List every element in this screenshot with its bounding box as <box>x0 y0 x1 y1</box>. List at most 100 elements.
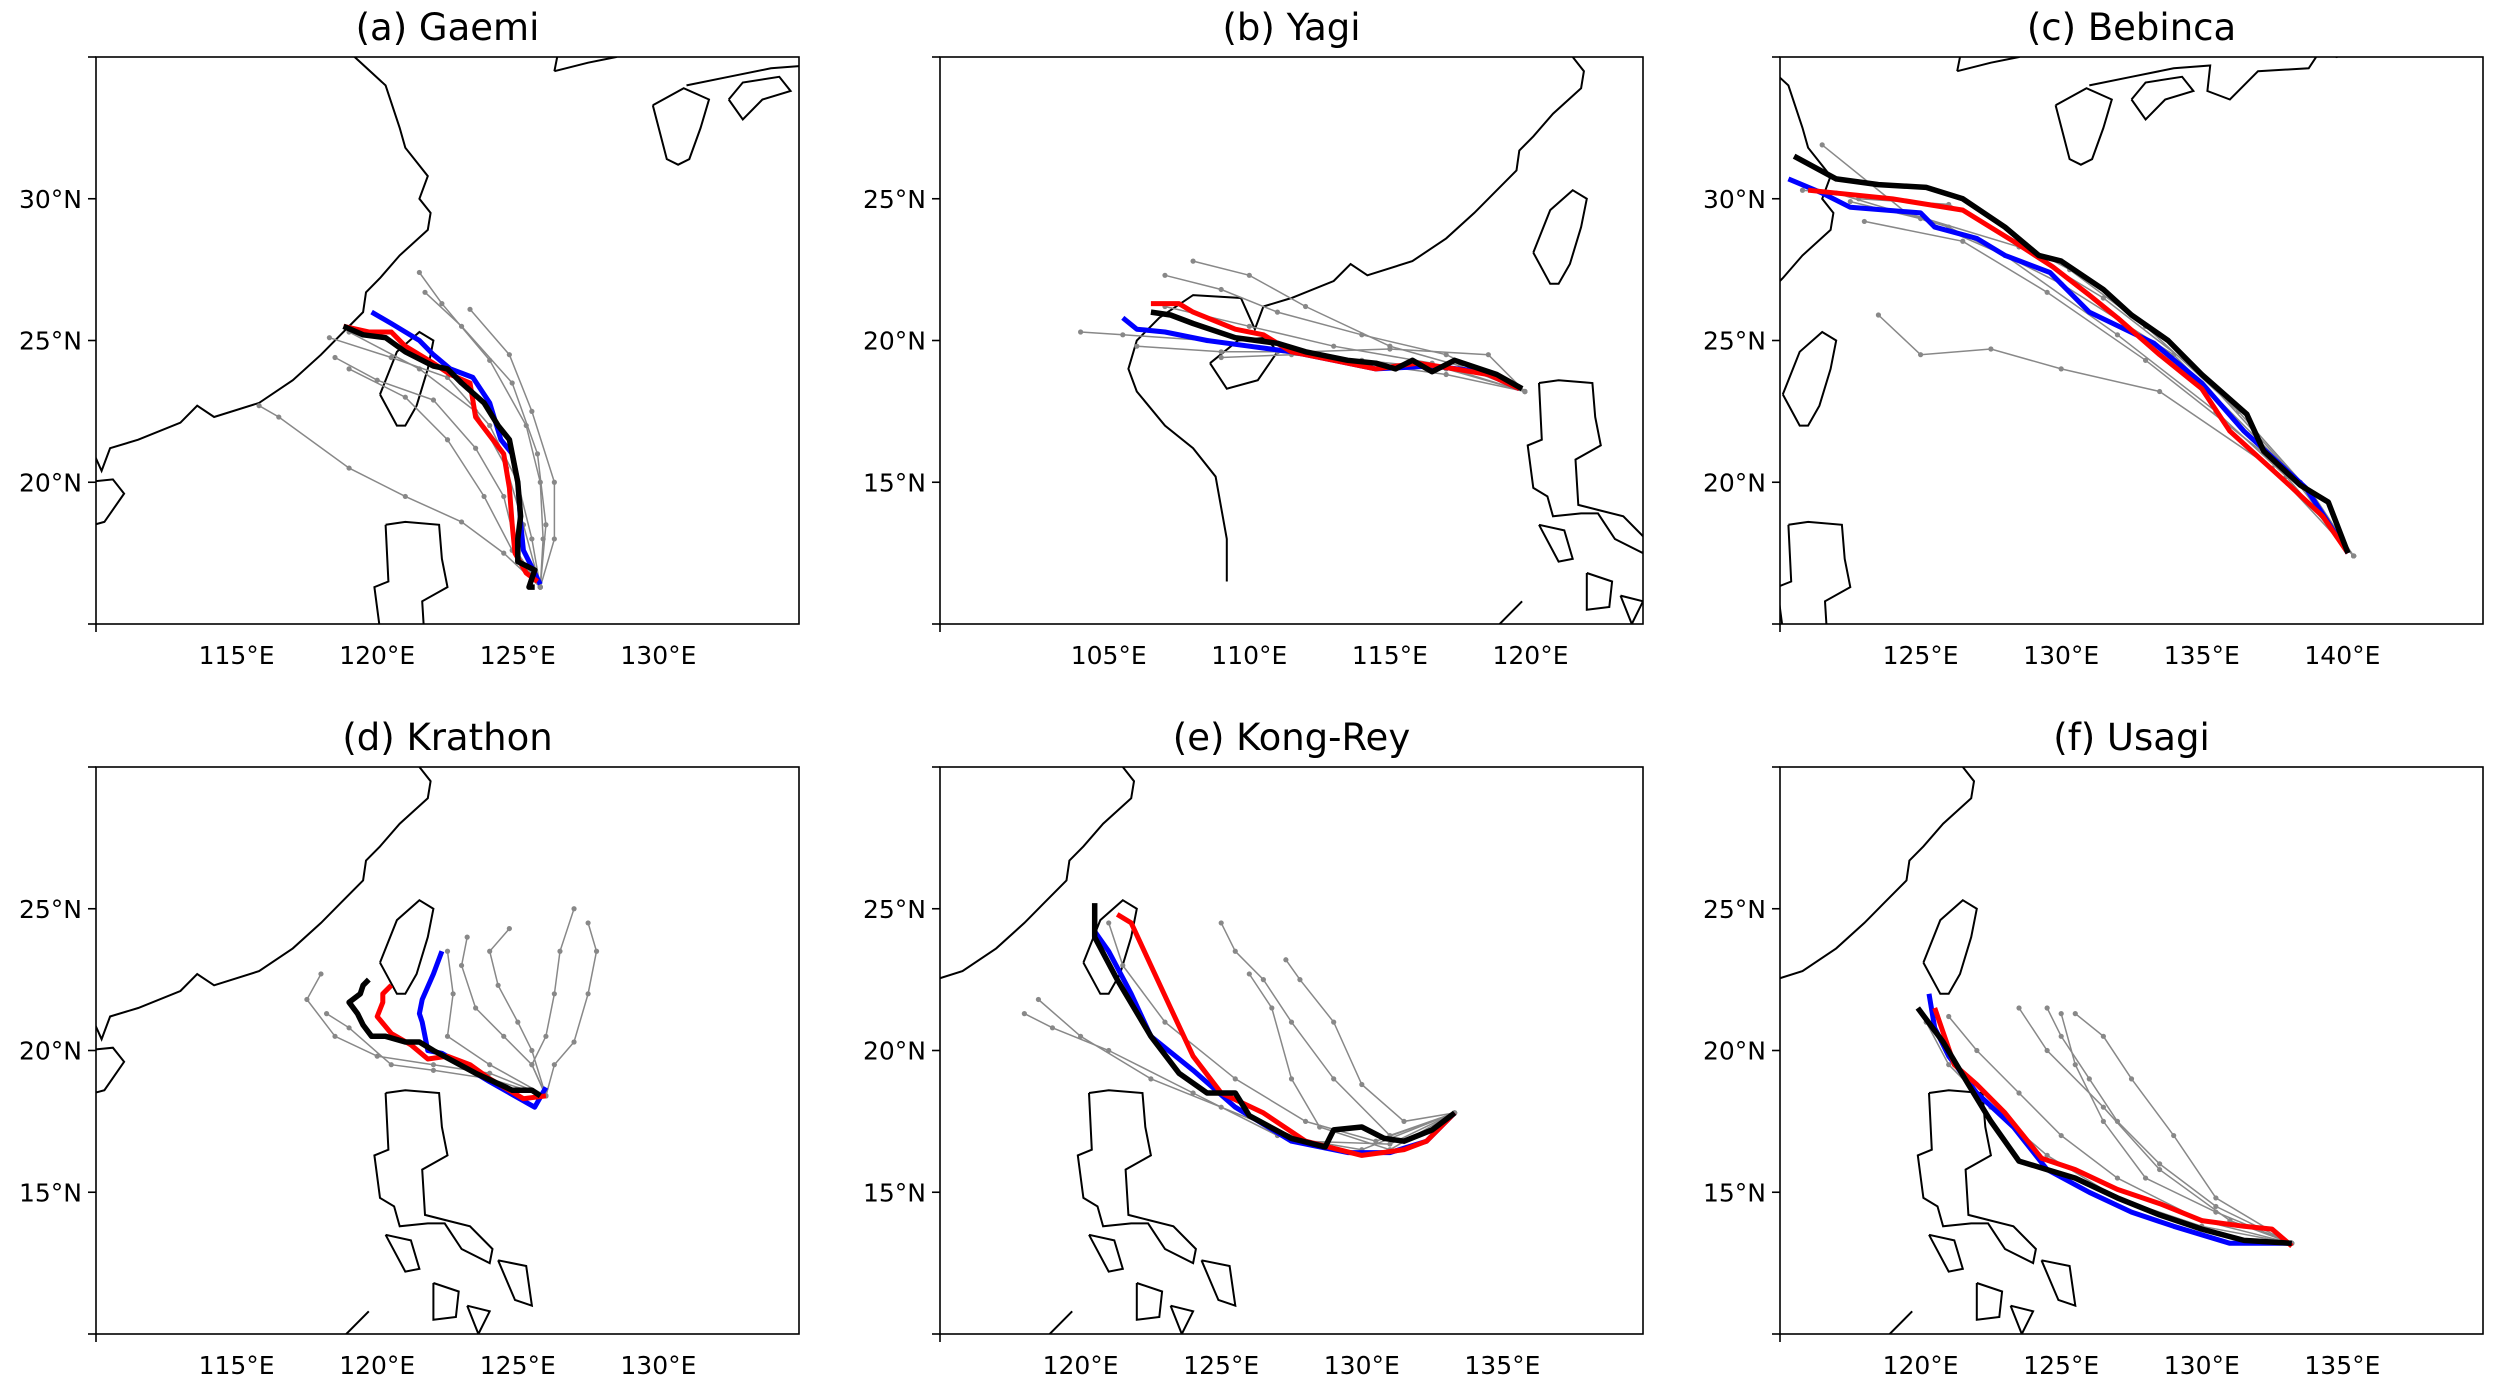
coastline <box>1169 1304 1195 1334</box>
lon-tick-label: 115°E <box>199 641 275 670</box>
observed-track <box>1792 153 2351 555</box>
ensemble-track-point <box>422 289 428 295</box>
ensemble-track-point <box>304 996 310 1003</box>
coastline <box>96 57 432 474</box>
panel-frame <box>939 56 1644 625</box>
coastline <box>2089 57 2339 101</box>
coastline <box>1806 0 1862 23</box>
ensemble-track-point <box>551 536 557 542</box>
observed-track <box>1915 1006 2292 1247</box>
coastline <box>686 65 799 87</box>
lat-tick-label: 25°N <box>1703 895 1766 924</box>
ensemble-track-point <box>1359 1081 1365 1088</box>
ensemble-track-point <box>1522 388 1528 395</box>
coastline <box>1088 1233 1125 1273</box>
map-area <box>1078 0 1862 624</box>
lat-tick-label: 25°N <box>19 327 82 356</box>
ensemble-track-line <box>2074 1013 2293 1244</box>
ensemble-track-point <box>473 1005 479 1011</box>
ensemble-track <box>416 269 546 590</box>
ensemble-track-point <box>1218 349 1224 355</box>
coastline <box>1432 645 1494 688</box>
lat-tick-label: 15°N <box>863 468 926 497</box>
panel-frame <box>95 766 800 1335</box>
ensemble-track-point <box>1190 1090 1196 1096</box>
coastline <box>1956 57 2022 73</box>
ensemble-track-point <box>529 1062 535 1068</box>
ensemble-track-point <box>2142 357 2149 363</box>
coastline <box>1459 479 1527 530</box>
ensemble-track-point <box>2058 366 2064 372</box>
panel-title: (d) Krathon <box>342 716 552 759</box>
ensemble-track-point <box>1078 1033 1084 1039</box>
lon-tick-label: 135°E <box>2164 641 2240 670</box>
lon-tick-label: 110°E <box>1211 641 1287 670</box>
ensemble-track-point <box>1331 343 1337 349</box>
ensemble-track-point <box>1106 920 1112 926</box>
ensemble-track-point <box>346 366 352 372</box>
coastline <box>729 645 791 688</box>
ensemble-track-point <box>501 1033 507 1039</box>
ensemble-track-point <box>444 948 451 954</box>
ensemble-track-point <box>1946 1013 1952 1020</box>
ensemble-track-point <box>1218 1104 1224 1110</box>
lat-tick-label: 20°N <box>1703 1037 1766 1066</box>
ensemble-track-point <box>1269 1005 1275 1011</box>
ensemble-track-point <box>529 1047 535 1054</box>
ensemble-track-point <box>276 414 282 420</box>
lon-tick-label: 125°E <box>480 1351 556 1380</box>
ensemble-track-line <box>348 368 541 588</box>
coastline <box>1651 550 1685 595</box>
ensemble-track-point <box>2058 1132 2064 1139</box>
coastline <box>373 520 449 624</box>
coastline <box>1788 667 1822 704</box>
ensemble-track-point <box>439 301 445 307</box>
ensemble-track-point <box>374 377 380 383</box>
lat-tick-label: 20°N <box>863 327 926 356</box>
coastline <box>466 1304 492 1334</box>
ensemble-track-point <box>593 948 600 954</box>
panel-c: (c) Bebinca 125°E 130°E 135°E 140°E 20°N 25°N 3… <box>1459 6 2484 704</box>
ensemble-track-line <box>1136 345 1526 393</box>
ensemble-track-point <box>1246 323 1252 329</box>
coastline <box>96 767 432 1042</box>
ensemble-track-point <box>585 920 591 926</box>
ensemble-track-point <box>551 479 557 485</box>
ensemble-track-point <box>551 991 557 997</box>
ensemble-track <box>1283 957 1458 1124</box>
ensemble-track <box>1861 218 2357 559</box>
ensemble-track-point <box>2058 1033 2064 1039</box>
ensemble-track-line <box>1164 305 1526 393</box>
panel-frame <box>1779 766 2484 1335</box>
panel-frame <box>1779 56 2484 625</box>
ensemble-track-point <box>1035 996 1042 1003</box>
lon-tick-label: 120°E <box>339 641 415 670</box>
coastline <box>379 898 435 995</box>
ensemble-track-point <box>2213 1195 2219 1201</box>
coastline <box>96 1046 126 1094</box>
ensemble-track-point <box>458 519 465 525</box>
ensemble-track-point <box>2100 1104 2106 1110</box>
map-area <box>96 645 791 1334</box>
lat-tick-label: 15°N <box>863 1178 926 1207</box>
ensemble-track-line <box>488 928 547 1097</box>
ensemble-track <box>467 306 557 590</box>
ensemble-track-point <box>534 451 541 457</box>
coastline <box>1922 898 1978 995</box>
ensemble-track-point <box>2351 553 2357 559</box>
coastline <box>2098 583 2109 640</box>
ensemble-track-line <box>531 908 575 1097</box>
coastline <box>1135 1282 1164 1321</box>
panel-title: (f) Usagi <box>2053 716 2209 759</box>
ensemble-track-point <box>487 1062 493 1068</box>
ensemble-track-point <box>1302 1118 1309 1124</box>
ensemble-track-point <box>346 465 352 471</box>
ensemble-track-point <box>506 925 512 932</box>
coastline <box>1532 188 1588 285</box>
ensemble-track-point <box>571 906 577 912</box>
coastline <box>1888 1310 1913 1334</box>
lon-tick-label: 115°E <box>199 1351 275 1380</box>
coastline <box>1975 1282 2004 1321</box>
ensemble-track-point <box>2058 1011 2064 1017</box>
lat-tick-label: 30°N <box>19 185 82 214</box>
